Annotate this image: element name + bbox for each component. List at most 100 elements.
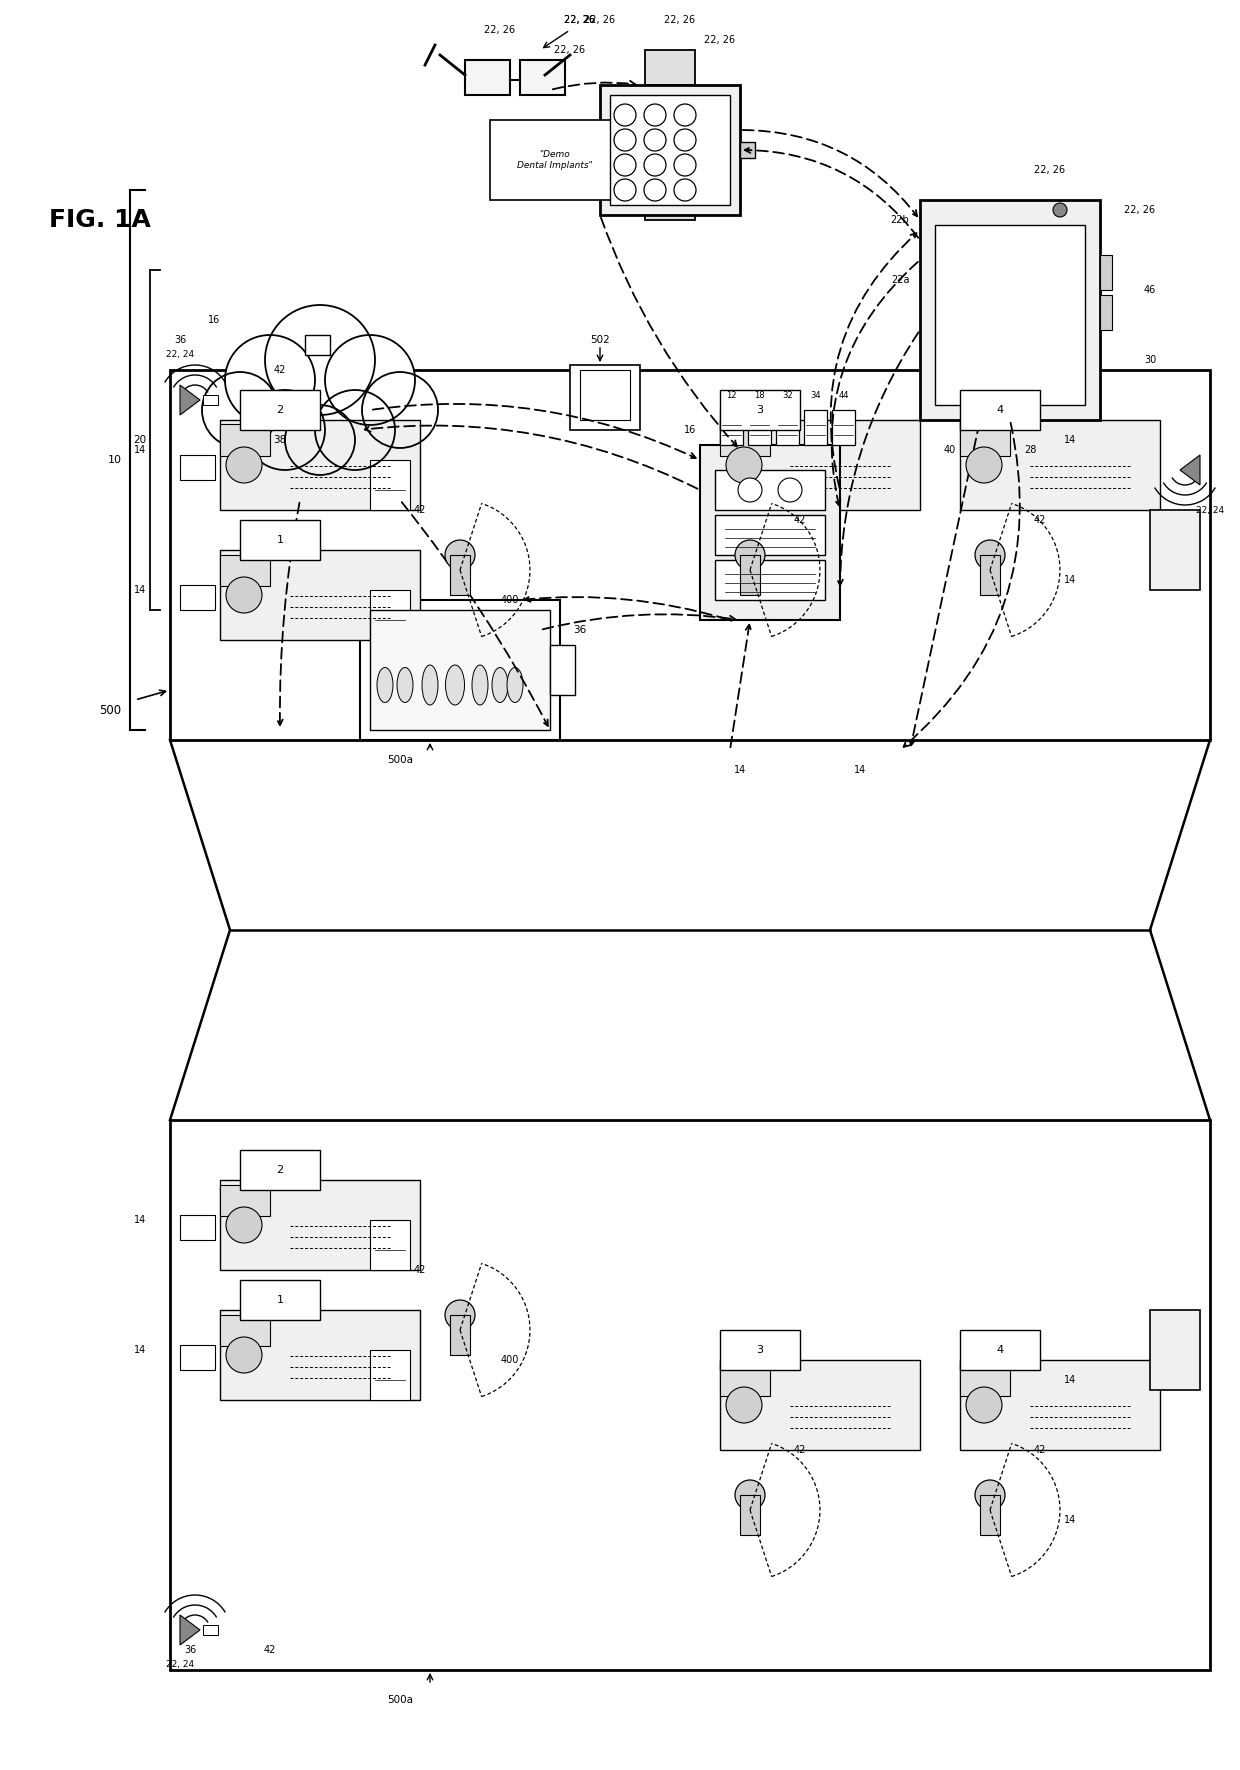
Bar bbox=[580, 370, 630, 419]
Text: 22, 26: 22, 26 bbox=[564, 14, 595, 25]
Text: 500a: 500a bbox=[387, 1696, 413, 1705]
Polygon shape bbox=[180, 1614, 200, 1644]
Bar bbox=[720, 411, 743, 444]
Circle shape bbox=[226, 448, 262, 483]
Bar bbox=[701, 444, 839, 620]
Text: 32: 32 bbox=[782, 391, 792, 400]
Text: 42: 42 bbox=[264, 1644, 277, 1655]
Circle shape bbox=[445, 1299, 475, 1329]
Text: 42: 42 bbox=[414, 504, 427, 515]
Circle shape bbox=[325, 335, 415, 425]
Text: 14: 14 bbox=[854, 765, 866, 775]
Circle shape bbox=[644, 129, 666, 150]
Text: 1: 1 bbox=[277, 1296, 284, 1304]
Bar bbox=[720, 1365, 770, 1397]
Text: 22, 26: 22, 26 bbox=[584, 14, 615, 25]
Text: 3: 3 bbox=[756, 405, 764, 414]
Bar bbox=[715, 471, 825, 510]
Ellipse shape bbox=[445, 666, 465, 704]
Bar bbox=[1100, 255, 1112, 290]
Bar bbox=[960, 1359, 1159, 1450]
Circle shape bbox=[614, 129, 636, 150]
Bar bbox=[305, 335, 330, 356]
Text: 22, 24: 22, 24 bbox=[1195, 506, 1224, 515]
Bar bbox=[645, 50, 694, 85]
Text: 14: 14 bbox=[1064, 1375, 1076, 1384]
Bar bbox=[720, 1359, 920, 1450]
Circle shape bbox=[644, 104, 666, 126]
Circle shape bbox=[246, 389, 325, 471]
Text: 28: 28 bbox=[1024, 444, 1037, 455]
Bar bbox=[219, 1310, 420, 1400]
Ellipse shape bbox=[397, 667, 413, 703]
Text: "Demo
Dental Implants": "Demo Dental Implants" bbox=[517, 150, 593, 170]
Circle shape bbox=[285, 405, 355, 474]
Circle shape bbox=[226, 1336, 262, 1374]
Circle shape bbox=[735, 540, 765, 570]
Bar bbox=[960, 1329, 1040, 1370]
Text: 14: 14 bbox=[134, 444, 146, 455]
Circle shape bbox=[614, 179, 636, 202]
Text: 14: 14 bbox=[1064, 575, 1076, 586]
Ellipse shape bbox=[377, 667, 393, 703]
Text: 42: 42 bbox=[1034, 1444, 1047, 1455]
Text: 34: 34 bbox=[810, 391, 821, 400]
Bar bbox=[804, 411, 827, 444]
Text: 22, 26: 22, 26 bbox=[704, 35, 735, 44]
Bar bbox=[1149, 1310, 1200, 1389]
Text: 42: 42 bbox=[794, 1444, 806, 1455]
Circle shape bbox=[966, 1388, 1002, 1423]
Text: 22, 26: 22, 26 bbox=[1034, 165, 1065, 175]
Text: 30: 30 bbox=[1143, 356, 1156, 365]
Text: 4: 4 bbox=[997, 1345, 1003, 1356]
Bar bbox=[219, 1315, 270, 1345]
Bar bbox=[935, 225, 1085, 405]
Circle shape bbox=[226, 1207, 262, 1243]
Bar bbox=[180, 1345, 215, 1370]
Circle shape bbox=[675, 104, 696, 126]
Bar bbox=[720, 419, 920, 510]
Ellipse shape bbox=[472, 666, 489, 704]
Bar bbox=[241, 1150, 320, 1189]
Bar bbox=[360, 600, 560, 740]
Text: 22, 26: 22, 26 bbox=[485, 25, 516, 35]
Bar bbox=[994, 412, 1011, 428]
Circle shape bbox=[614, 104, 636, 126]
Circle shape bbox=[735, 1480, 765, 1510]
Bar bbox=[740, 142, 755, 158]
Bar bbox=[1021, 412, 1035, 428]
Text: 16: 16 bbox=[208, 315, 219, 326]
Circle shape bbox=[675, 129, 696, 150]
Text: 10: 10 bbox=[108, 455, 122, 466]
Bar bbox=[920, 200, 1100, 419]
Text: 400: 400 bbox=[501, 595, 520, 605]
Bar bbox=[450, 1315, 470, 1356]
Bar bbox=[980, 1496, 999, 1535]
Bar bbox=[450, 556, 470, 595]
Bar bbox=[180, 1214, 215, 1241]
Bar bbox=[370, 1351, 410, 1400]
Bar bbox=[551, 644, 575, 696]
Text: 4: 4 bbox=[997, 405, 1003, 414]
Text: 502: 502 bbox=[590, 335, 610, 345]
Circle shape bbox=[362, 372, 438, 448]
Text: 42: 42 bbox=[414, 1266, 427, 1274]
Bar bbox=[720, 1329, 800, 1370]
Ellipse shape bbox=[492, 667, 508, 703]
Bar bbox=[241, 520, 320, 559]
Text: 22b: 22b bbox=[890, 214, 909, 225]
Text: 38: 38 bbox=[273, 435, 286, 444]
Text: 36: 36 bbox=[174, 335, 186, 345]
Text: 42: 42 bbox=[274, 365, 286, 375]
Circle shape bbox=[725, 448, 763, 483]
Text: 42: 42 bbox=[1034, 515, 1047, 526]
Bar bbox=[219, 425, 270, 457]
Bar bbox=[960, 389, 1040, 430]
Text: 14: 14 bbox=[1064, 1515, 1076, 1526]
Bar bbox=[219, 419, 420, 510]
Circle shape bbox=[1053, 204, 1066, 218]
Circle shape bbox=[777, 478, 802, 503]
Bar bbox=[960, 425, 1011, 457]
Circle shape bbox=[966, 448, 1002, 483]
Text: 22, 24: 22, 24 bbox=[166, 1660, 195, 1669]
